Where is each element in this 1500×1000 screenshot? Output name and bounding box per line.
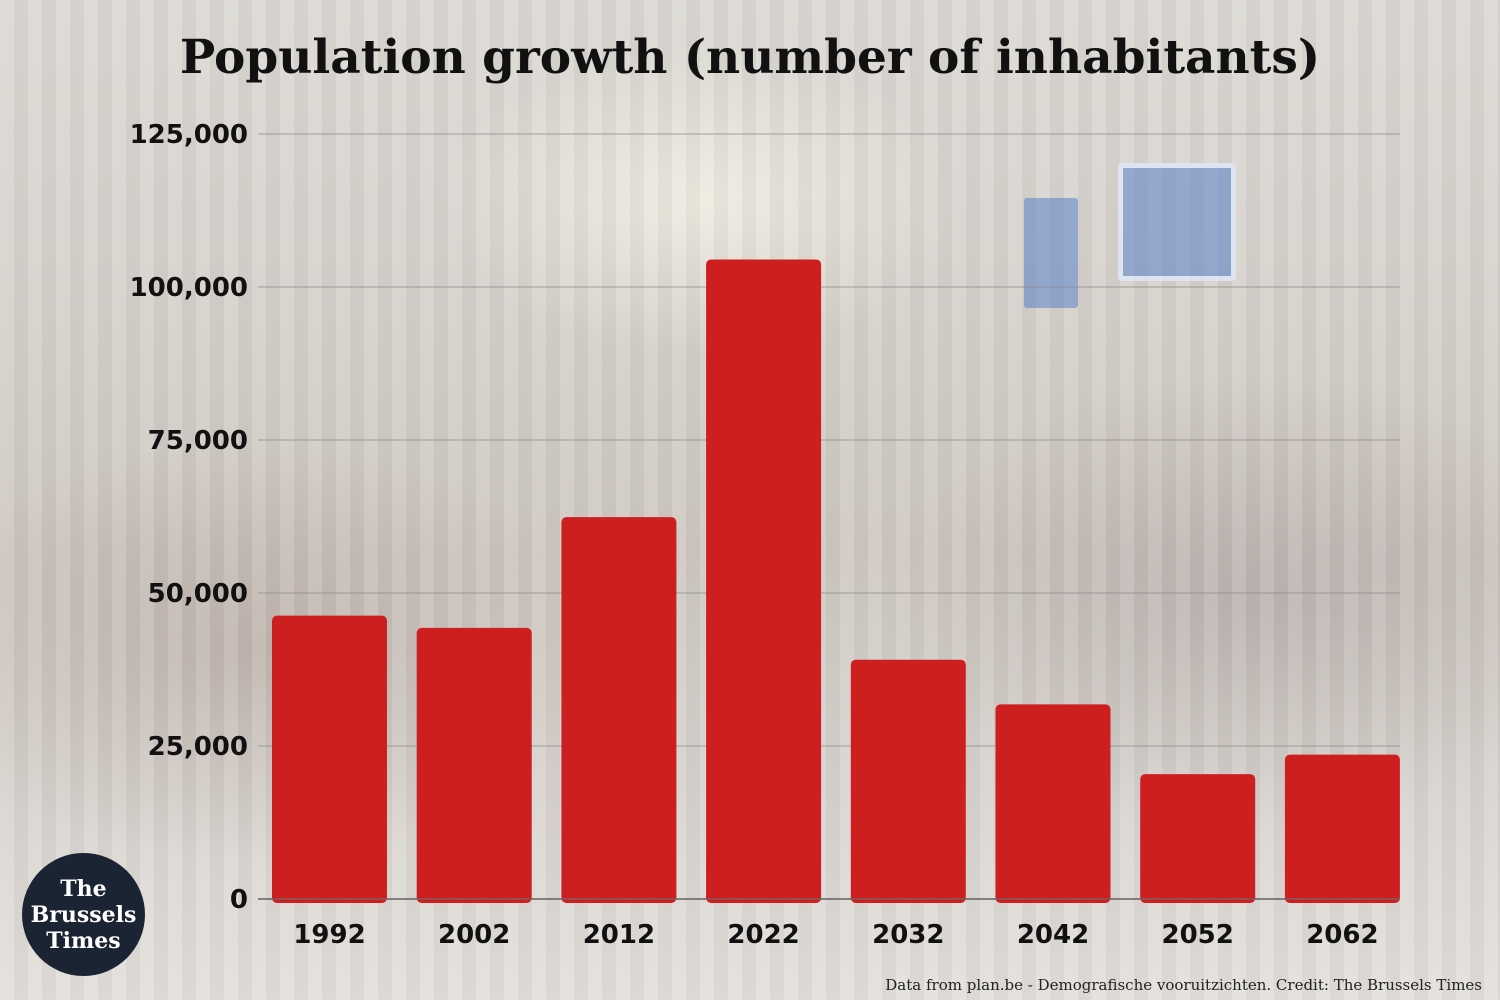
bar-2052	[1140, 774, 1256, 903]
y-tick-label: 125,000	[130, 120, 248, 150]
y-tick-label: 100,000	[130, 273, 248, 303]
bar-2032	[850, 659, 966, 903]
x-tick-label: 2022	[727, 920, 799, 950]
bar-2012	[561, 517, 677, 903]
one-way-sign	[1118, 163, 1236, 281]
bar-1992	[272, 615, 387, 903]
x-tick-label: 2002	[438, 920, 510, 950]
y-tick-label: 0	[230, 885, 248, 915]
y-tick-label: 50,000	[148, 579, 248, 609]
bar-2062	[1284, 754, 1400, 903]
x-tick-label: 2012	[583, 920, 655, 950]
brussels-times-logo: The Brussels Times	[22, 853, 145, 976]
bar-2022	[706, 259, 822, 904]
bar-2042	[995, 704, 1111, 903]
x-tick-label: 1992	[293, 920, 365, 950]
y-axis-ticks: 0 25,000 50,000 75,000 100,000 125,000	[130, 120, 248, 915]
bars	[258, 259, 1400, 904]
logo-wordmark: The Brussels Times	[30, 875, 137, 954]
chart-title: Population growth (number of inhabitants…	[179, 30, 1321, 85]
x-tick-label: 2042	[1017, 920, 1089, 950]
y-tick-label: 75,000	[148, 426, 248, 456]
x-tick-label: 2032	[872, 920, 944, 950]
x-axis-ticks: 1992 2002 2012 2022 2032 2042 2052 2062	[293, 920, 1378, 950]
x-tick-label: 2062	[1306, 920, 1378, 950]
source-credit: Data from plan.be - Demografische voorui…	[885, 976, 1482, 994]
y-tick-label: 25,000	[148, 732, 248, 762]
x-tick-label: 2052	[1162, 920, 1234, 950]
parking-sign	[1024, 198, 1078, 308]
bar-2002	[416, 627, 532, 903]
